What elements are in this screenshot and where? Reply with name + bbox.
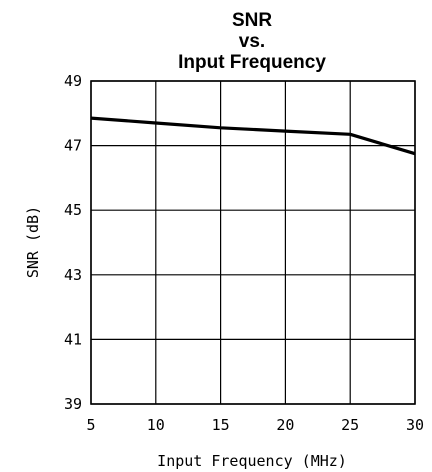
chart-title-line-2: vs.	[239, 31, 265, 52]
y-tick-label-1: 41	[64, 330, 82, 348]
y-tick-label-3: 45	[64, 201, 82, 219]
y-axis-label: SNR (dB)	[24, 206, 42, 278]
y-tick-label-4: 47	[64, 137, 82, 155]
y-tick-label-2: 43	[64, 266, 82, 284]
plot-frame	[90, 80, 416, 405]
series-line-0	[90, 116, 416, 156]
x-axis-label: Input Frequency (MHz)	[157, 452, 347, 470]
x-tick-label-5: 30	[406, 416, 424, 434]
x-tick-label-3: 20	[276, 416, 294, 434]
x-tick-label-1: 10	[147, 416, 165, 434]
series-group	[90, 116, 416, 156]
y-tick-label-5: 49	[64, 72, 82, 90]
y-tick-label-0: 39	[64, 395, 82, 413]
tick-labels: 5 10 15 20 25 30 39 41 43 45 47 49	[64, 72, 424, 434]
x-tick-label-2: 15	[212, 416, 230, 434]
chart-title-line-1: SNR	[232, 10, 272, 31]
chart-title-line-3: Input Frequency	[178, 52, 326, 73]
x-tick-label-0: 5	[86, 416, 95, 434]
x-tick-label-4: 25	[341, 416, 359, 434]
